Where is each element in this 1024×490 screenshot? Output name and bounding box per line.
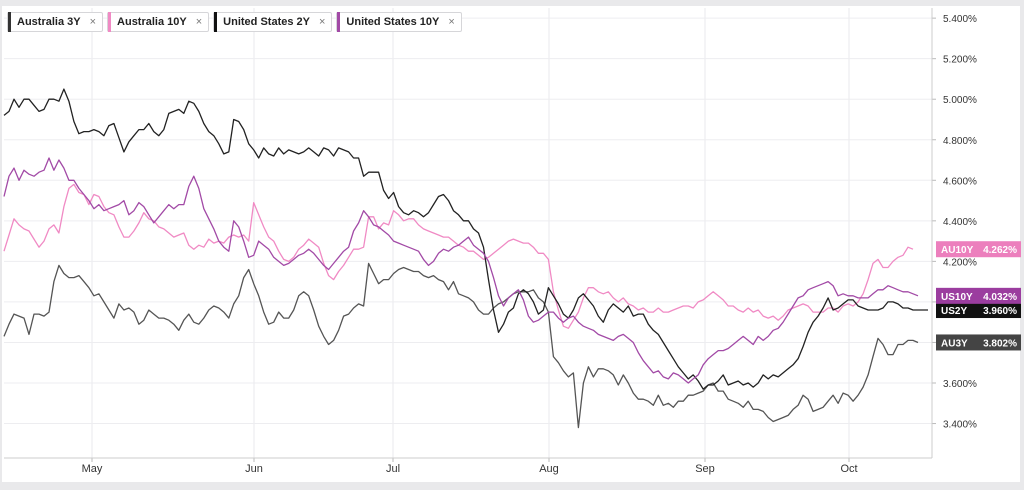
chart-panel xyxy=(2,6,1020,482)
last-value-tag-name: AU3Y xyxy=(941,338,968,349)
series-line-au10y xyxy=(3,183,914,329)
y-tick-label: 4.800% xyxy=(943,136,977,147)
legend-chip-united-states-2y[interactable]: United States 2Y × xyxy=(213,12,333,32)
legend-swatch xyxy=(337,12,341,32)
series-line-au3y xyxy=(3,262,919,429)
last-value-tag-value: 4.262% xyxy=(983,245,1017,256)
y-tick-label: 4.200% xyxy=(943,257,977,268)
x-tick-label: Oct xyxy=(840,463,857,475)
last-value-tag-bg xyxy=(936,287,1021,304)
last-value-tag-value: 3.802% xyxy=(983,338,1017,349)
legend-label: United States 2Y xyxy=(223,16,310,28)
legend-chip-australia-10y[interactable]: Australia 10Y × xyxy=(107,12,210,32)
legend-swatch xyxy=(214,12,218,32)
x-tick-label: Aug xyxy=(539,463,559,475)
last-value-tag-name: US2Y xyxy=(941,306,967,317)
series-lines xyxy=(3,88,928,429)
legend-label: Australia 3Y xyxy=(17,16,81,28)
y-tick-label: 5.000% xyxy=(943,95,977,106)
legend-chip-australia-3y[interactable]: Australia 3Y × xyxy=(7,12,104,32)
x-tick-label: May xyxy=(82,463,103,475)
x-tick-label: Jun xyxy=(245,463,263,475)
legend-chip-united-states-10y[interactable]: United States 10Y × xyxy=(336,12,462,32)
last-value-tags: AU3Y 3.802% AU10Y 4.262% US2Y 3.960% US10Y 4.03… xyxy=(936,241,1021,351)
y-tick-label: 3.400% xyxy=(943,420,977,431)
close-icon[interactable]: × xyxy=(89,16,97,28)
close-icon[interactable]: × xyxy=(318,16,326,28)
legend-swatch xyxy=(108,12,112,32)
last-value-tag-bg xyxy=(936,241,1021,258)
y-tick-label: 5.400% xyxy=(943,14,977,25)
y-tick-label: 5.200% xyxy=(943,55,977,66)
last-value-tag-value: 4.032% xyxy=(983,292,1017,303)
series-line-us10y xyxy=(3,157,919,384)
y-tick-label: 4.600% xyxy=(943,176,977,187)
x-tick-label: Jul xyxy=(386,463,400,475)
x-axis: May Jun Jul Aug Sep Oct xyxy=(4,457,932,475)
chart-grid xyxy=(4,8,932,458)
y-tick-label: 4.400% xyxy=(943,217,977,228)
y-axis: 3.400%3.600%3.800%4.000%4.200%4.400%4.60… xyxy=(931,8,977,458)
x-tick-label: Sep xyxy=(695,463,715,475)
close-icon[interactable]: × xyxy=(195,16,203,28)
legend: Australia 3Y × Australia 10Y × United St… xyxy=(7,12,462,32)
last-value-tag-bg xyxy=(936,302,1021,319)
last-value-tag-name: US10Y xyxy=(941,292,973,303)
legend-label: United States 10Y xyxy=(346,16,440,28)
series-line-us2y xyxy=(3,88,928,390)
last-value-tag-bg xyxy=(936,334,1021,351)
last-value-tag-name: AU10Y xyxy=(941,245,974,256)
legend-swatch xyxy=(8,12,11,32)
close-icon[interactable]: × xyxy=(448,16,455,28)
last-value-tag-value: 3.960% xyxy=(983,306,1017,317)
y-tick-label: 3.600% xyxy=(943,379,977,390)
legend-label: Australia 10Y xyxy=(117,16,187,28)
